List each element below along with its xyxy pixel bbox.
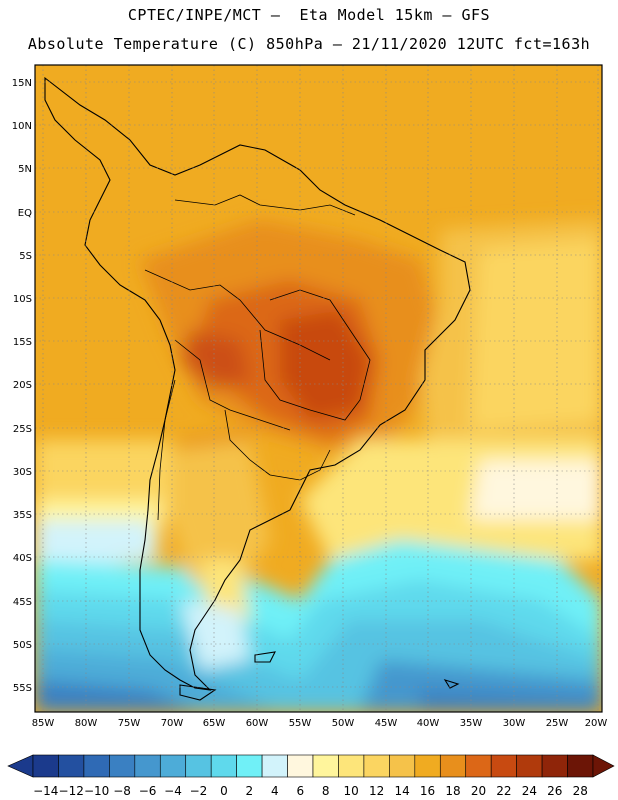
colorbar-label: −8 [113,784,131,798]
colorbar-label: −10 [84,784,109,798]
colorbar-arrow-low [7,754,34,778]
lat-label: 15S [13,337,32,348]
lat-label: 50S [13,640,32,651]
colorbar-swatch [312,754,339,778]
lat-label: 10S [13,294,32,305]
lon-label: 55W [289,718,312,729]
colorbar-label: 20 [471,784,486,798]
lon-label: 40W [417,718,440,729]
colorbar-swatch [389,754,416,778]
colorbar-swatch [236,754,263,778]
coastline [44,76,471,701]
colorbar-swatch [32,754,59,778]
colorbar-label: −14 [33,784,58,798]
lon-label: 85W [32,718,55,729]
colorbar-swatch [261,754,288,778]
colorbar-label: 10 [344,784,359,798]
lat-label: 25S [13,424,32,435]
colorbar-swatch [414,754,441,778]
colorbar-arrow-high [592,754,615,778]
colorbar-swatch [439,754,467,778]
lat-label: 5S [19,251,32,262]
longitude-axis: 85W 80W 75W 70W 65W 60W 55W 50W 45W 40W … [32,718,608,729]
colorbar-swatch [363,754,390,778]
colorbar-swatch [490,754,517,778]
graticule [35,65,602,712]
colorbar-label: 2 [246,784,254,798]
latitude-axis: 15N 10N 5N EQ 5S 10S 15S 20S 25S 30S 35S… [12,78,32,694]
lat-label: 10N [12,121,32,132]
colorbar-label: 4 [271,784,279,798]
colorbar-label: 28 [573,784,588,798]
colorbar-swatch [185,754,212,778]
colorbar-swatch [567,754,594,778]
colorbar-label: −4 [164,784,182,798]
colorbar-swatch [516,754,543,778]
colorbar-label: 24 [522,784,537,798]
colorbar-label: 8 [322,784,330,798]
map-border [34,64,603,713]
colorbar-label: 0 [220,784,228,798]
lat-label: 40S [13,553,32,564]
lon-label: 80W [75,718,98,729]
colorbar-swatch [58,754,85,778]
colorbar-swatch [465,754,492,778]
colorbar-label: −6 [139,784,157,798]
lon-label: 35W [460,718,483,729]
country-borders [144,194,371,521]
colorbar-swatch [83,754,110,778]
lat-label: 30S [13,467,32,478]
colorbar-label: 16 [420,784,435,798]
colorbar-swatch [541,754,568,778]
lat-label: 35S [13,510,32,521]
colorbar-swatch [210,754,237,778]
lon-label: 20W [585,718,608,729]
colorbar-swatch [134,754,161,778]
colorbar-label: −2 [190,784,208,798]
colorbar-label: 12 [369,784,384,798]
colorbar-swatch [287,754,314,778]
lon-label: 60W [246,718,269,729]
colorbar-swatch [109,754,136,778]
colorbar-label: −12 [59,784,84,798]
colorbar-label: 6 [296,784,304,798]
lon-label: 50W [332,718,355,729]
colorbar-label: 18 [445,784,460,798]
lat-label: 55S [13,683,32,694]
temperature-field [35,65,602,712]
colorbar-swatch [338,754,365,778]
lat-label: 15N [12,78,32,89]
lon-label: 75W [118,718,141,729]
colorbar-label: 14 [394,784,409,798]
colorbar-label: 26 [547,784,562,798]
colorbar: −14 −12 −10 −8 −6 −4 −2 0 2 4 6 8 10 12 14 16 18 20 22 24 26… [7,754,615,798]
lon-label: 65W [203,718,226,729]
lat-label: EQ [18,208,32,219]
lon-label: 70W [161,718,184,729]
lon-label: 25W [546,718,569,729]
map-subtitle: Absolute Temperature (C) 850hPa – 21/11/… [27,35,591,53]
map-title: CPTEC/INPE/MCT – Eta Model 15km – GFS [127,6,491,24]
lat-label: 45S [13,597,32,608]
colorbar-label: 22 [496,784,511,798]
lon-label: 45W [375,718,398,729]
colorbar-swatch [159,754,187,778]
lon-label: 30W [503,718,526,729]
lat-label: 5N [18,164,32,175]
lat-label: 20S [13,380,32,391]
